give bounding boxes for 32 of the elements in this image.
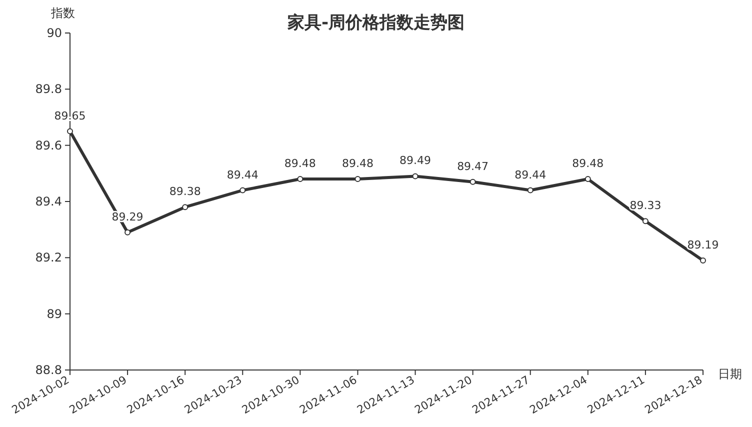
chart-title: 家具-周价格指数走势图 — [286, 13, 465, 33]
y-tick-label: 90 — [46, 26, 62, 40]
y-axis-title: 指数 — [50, 6, 75, 20]
point — [297, 176, 304, 182]
point — [700, 257, 706, 264]
point — [412, 173, 418, 180]
point — [354, 176, 361, 182]
point — [240, 187, 246, 194]
y-tick-label: 89.2 — [35, 250, 62, 265]
y-tick-label: 89.8 — [35, 82, 62, 96]
data-label: 89.49 — [400, 154, 432, 168]
point — [527, 187, 534, 194]
data-label: 89.47 — [457, 160, 489, 173]
data-label: 89.44 — [226, 168, 258, 182]
data-label: 89.44 — [514, 168, 546, 182]
y-tick-label: 88.8 — [35, 363, 62, 377]
data-label: 89.48 — [572, 157, 604, 170]
point — [642, 218, 648, 224]
y-tick-label: 89.4 — [35, 194, 62, 208]
x-axis-title: 日期 — [718, 367, 742, 381]
point — [124, 229, 131, 236]
point — [584, 176, 591, 182]
y-tick-label: 89.6 — [35, 138, 62, 152]
data-label: 89.19 — [687, 238, 719, 252]
data-label: 89.38 — [169, 185, 201, 198]
data-label: 89.48 — [284, 157, 316, 170]
y-tick-label: 89 — [46, 306, 62, 321]
point — [470, 178, 476, 185]
point — [182, 204, 188, 210]
data-label: 89.48 — [342, 157, 374, 170]
data-label: 89.33 — [630, 199, 662, 212]
point — [67, 128, 73, 134]
